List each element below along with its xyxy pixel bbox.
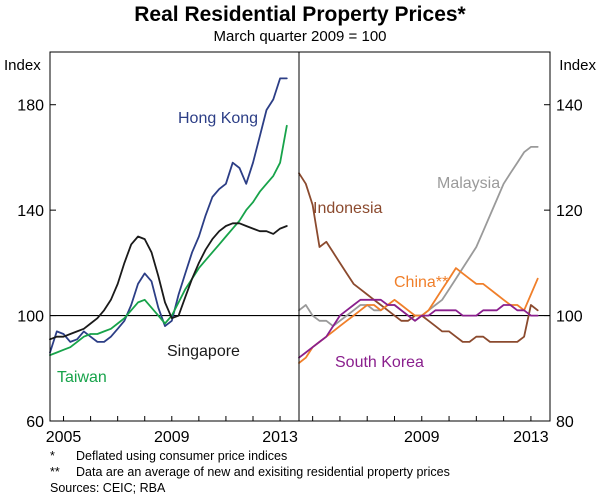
y-tick-label-left-180: 180: [17, 98, 44, 115]
x-tick-label-right-2009: 2009: [404, 429, 440, 446]
sources-note: Sources: CEIC; RBA: [50, 481, 166, 495]
series-line-taiwan: [49, 124, 288, 357]
y-tick-label-left-100: 100: [17, 309, 44, 326]
y-tick-label-right-80: 80: [556, 414, 574, 431]
footnote-1-mark: *: [50, 449, 55, 463]
series-label-hong-kong: Hong Kong: [178, 110, 258, 127]
series-line-singapore: [49, 222, 288, 341]
series-label-malaysia: Malaysia: [437, 175, 500, 192]
series-label-china: China**: [394, 274, 448, 291]
series-line-indonesia: [298, 172, 539, 343]
footnote-1-text: Deflated using consumer price indices: [76, 449, 287, 463]
series-line-hong-kong: [49, 77, 288, 354]
y-tick-label-right-140: 140: [556, 98, 583, 115]
series-label-indonesia: Indonesia: [313, 200, 382, 217]
y-tick-label-left-60: 60: [26, 414, 44, 431]
y-tick-label-right-100: 100: [556, 309, 583, 326]
chart-title: Real Residential Property Prices*: [134, 3, 466, 26]
footnote-2-mark: **: [50, 465, 60, 479]
y-tick-label-left-140: 140: [17, 203, 44, 220]
y-tick-label-right-120: 120: [556, 203, 583, 220]
right-axis-unit: Index: [559, 57, 596, 74]
series-line-china: [298, 267, 539, 364]
series-label-taiwan: Taiwan: [57, 369, 107, 386]
x-tick-label-right-2013: 2013: [513, 429, 549, 446]
series-label-south-korea: South Korea: [335, 354, 424, 371]
chart-subtitle: March quarter 2009 = 100: [213, 28, 386, 45]
plot-frame: [49, 51, 551, 422]
series-line-south-korea: [298, 298, 539, 359]
x-tick-label-left-2013: 2013: [262, 429, 298, 446]
x-tick-label-left-2005: 2005: [46, 429, 82, 446]
left-axis-unit: Index: [4, 57, 41, 74]
series-label-singapore: Singapore: [167, 343, 240, 360]
x-tick-label-left-2009: 2009: [154, 429, 190, 446]
footnote-2-text: Data are an average of new and exisiting…: [76, 465, 450, 479]
